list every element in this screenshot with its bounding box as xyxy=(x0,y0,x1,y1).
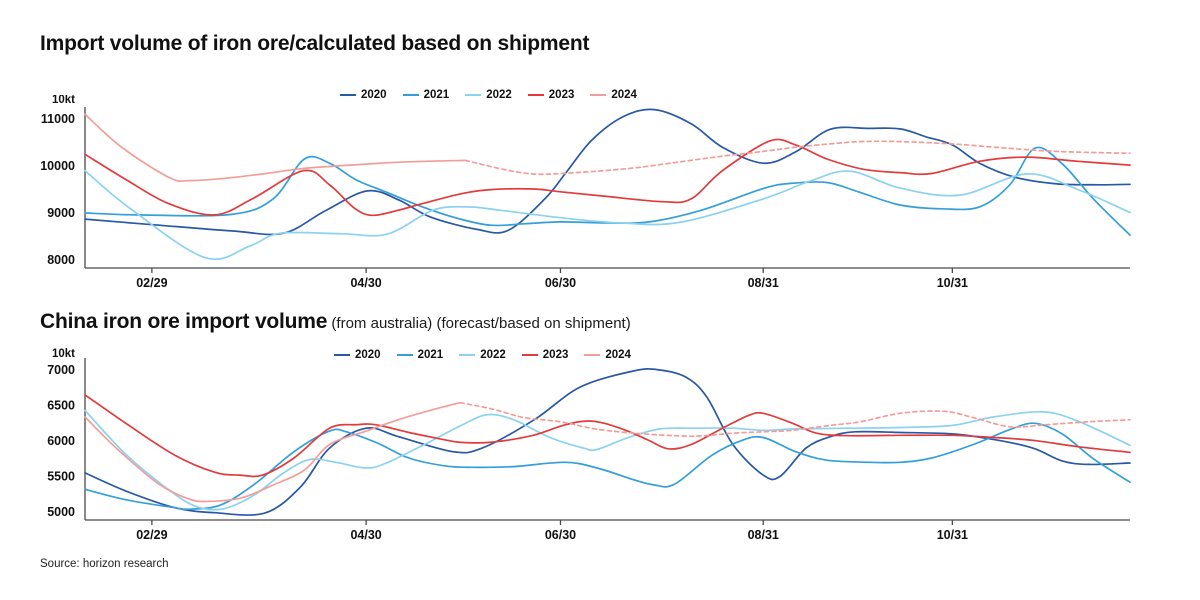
y-axis-unit-label: 10kt xyxy=(52,95,75,106)
series-line-2024-forecast xyxy=(459,401,1131,438)
legend-swatch-2022 xyxy=(459,354,476,356)
legend-item-2024: 2024 xyxy=(590,89,637,101)
y-tick-label: 6500 xyxy=(47,399,75,413)
legend-swatch-2020 xyxy=(334,354,350,356)
source-note: Source: horizon research xyxy=(40,558,169,570)
y-tick-label: 9000 xyxy=(47,206,75,220)
chart1-plot: 10kt 8000 9000 10000 11000 02/29 04/30 06/30 08/… xyxy=(40,95,1131,290)
chart2-title-text: China iron ore import volume xyxy=(40,310,328,333)
chart2-plot: 10kt 5000 5500 6000 6500 7000 02/29 04/30 06/30 0… xyxy=(47,348,1131,542)
chart2-title-suffix: (from australia) (forecast/based on ship… xyxy=(327,315,631,332)
legend-swatch-2023 xyxy=(527,94,544,96)
legend-item-2020: 2020 xyxy=(334,349,381,361)
legend-swatch-2024 xyxy=(590,94,607,96)
x-tick-label: 04/30 xyxy=(350,276,381,290)
series-line-2020 xyxy=(84,368,1131,516)
legend-item-2020: 2020 xyxy=(340,89,387,101)
legend-label: 2020 xyxy=(355,349,381,361)
chart2-title: China iron ore import volume (from austr… xyxy=(40,310,631,334)
legend-label: 2021 xyxy=(417,349,444,361)
chart2-legend: 2020 2021 2022 2023 2024 xyxy=(334,349,631,361)
legend-label: 2023 xyxy=(542,349,569,361)
legend-swatch-2020 xyxy=(340,94,356,96)
series-line-2023 xyxy=(84,394,1131,478)
series-line-2022 xyxy=(84,409,1131,511)
legend-item-2024: 2024 xyxy=(584,349,631,361)
y-tick-label: 5000 xyxy=(47,505,75,519)
chart1-title: Import volume of iron ore/calculated bas… xyxy=(40,32,589,56)
legend-swatch-2024 xyxy=(584,354,601,356)
legend-swatch-2023 xyxy=(521,354,538,356)
legend-item-2023: 2023 xyxy=(521,349,569,361)
legend-label: 2022 xyxy=(486,89,512,101)
y-tick-label: 6000 xyxy=(47,434,75,448)
series-line-2020 xyxy=(84,108,1131,236)
legend-item-2021: 2021 xyxy=(402,89,450,101)
x-tick-label: 10/31 xyxy=(937,276,968,290)
series-line-2023 xyxy=(84,138,1131,217)
y-tick-label: 8000 xyxy=(47,253,75,267)
x-tick-label: 08/31 xyxy=(748,276,779,290)
legend-swatch-2021 xyxy=(396,354,413,356)
x-tick-label: 06/30 xyxy=(545,528,576,542)
x-tick-label: 08/31 xyxy=(748,528,779,542)
legend-label: 2024 xyxy=(611,89,637,101)
series-line-2024 xyxy=(84,113,467,183)
x-tick-label: 06/30 xyxy=(545,276,576,290)
x-tick-label: 02/29 xyxy=(136,528,167,542)
legend-label: 2024 xyxy=(605,349,631,361)
y-axis-unit-label: 10kt xyxy=(52,348,75,360)
x-tick-label: 02/29 xyxy=(136,276,167,290)
series-line-2024-forecast xyxy=(464,140,1131,176)
legend-item-2021: 2021 xyxy=(396,349,444,361)
legend-label: 2020 xyxy=(361,89,387,101)
legend-swatch-2022 xyxy=(465,94,482,96)
series-line-2021 xyxy=(84,422,1131,511)
legend-item-2022: 2022 xyxy=(465,89,512,101)
legend-item-2023: 2023 xyxy=(527,89,575,101)
legend-swatch-2021 xyxy=(402,94,419,96)
y-tick-label: 11000 xyxy=(41,112,75,126)
legend-label: 2023 xyxy=(548,89,575,101)
y-tick-label: 10000 xyxy=(40,159,75,173)
y-tick-label: 7000 xyxy=(47,363,75,377)
chart1-title-text: Import volume of iron ore/calculated bas… xyxy=(40,32,590,55)
legend-label: 2021 xyxy=(423,89,450,101)
series-line-2022 xyxy=(84,169,1131,260)
x-tick-label: 10/31 xyxy=(937,528,968,542)
legend-item-2022: 2022 xyxy=(459,349,506,361)
legend-label: 2022 xyxy=(480,349,506,361)
chart1-legend: 2020 2021 2022 2023 2024 xyxy=(340,89,637,101)
x-tick-label: 04/30 xyxy=(350,528,381,542)
series-line-2024 xyxy=(84,401,462,503)
y-tick-label: 5500 xyxy=(47,470,75,484)
